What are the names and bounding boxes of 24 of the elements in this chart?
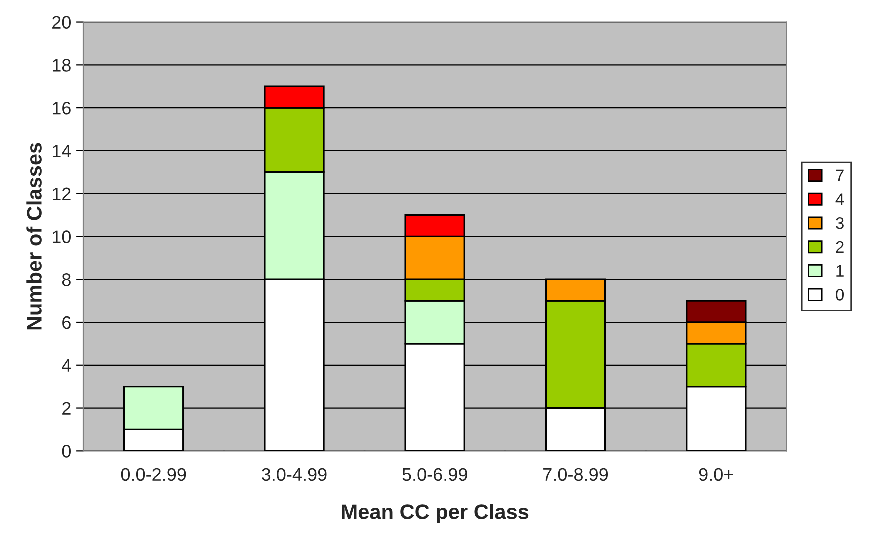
legend-label: 0 xyxy=(836,289,844,301)
legend-label: 2 xyxy=(836,241,844,253)
y-tick-label: 16 xyxy=(52,102,71,115)
x-tick-label: 0.0-2.99 xyxy=(121,468,186,482)
x-axis-title: Mean CC per Class xyxy=(342,504,529,524)
y-tick-label: 12 xyxy=(52,188,71,200)
y-axis-title: Number of Classes xyxy=(26,143,42,330)
y-tick-label: 6 xyxy=(62,316,71,330)
x-tick-label: 5.0-6.99 xyxy=(402,468,468,482)
y-tick-label: 4 xyxy=(62,360,72,372)
y-tick-label: 2 xyxy=(62,402,71,415)
y-tick-label: 0 xyxy=(62,445,71,458)
legend-label: 1 xyxy=(836,265,844,277)
y-tick-label: 18 xyxy=(52,59,71,72)
x-tick-label: 3.0-4.99 xyxy=(262,468,327,482)
legend-label: 3 xyxy=(836,217,844,230)
x-tick-label: 9.0+ xyxy=(699,468,734,482)
y-tick-label: 14 xyxy=(52,145,72,158)
y-tick-label: 20 xyxy=(52,16,71,29)
legend-label: 4 xyxy=(836,194,844,206)
y-tick-label: 10 xyxy=(52,230,71,244)
x-tick-label: 7.0-8.99 xyxy=(544,468,608,482)
y-tick-label: 8 xyxy=(62,274,71,286)
legend-label: 7 xyxy=(836,170,844,182)
